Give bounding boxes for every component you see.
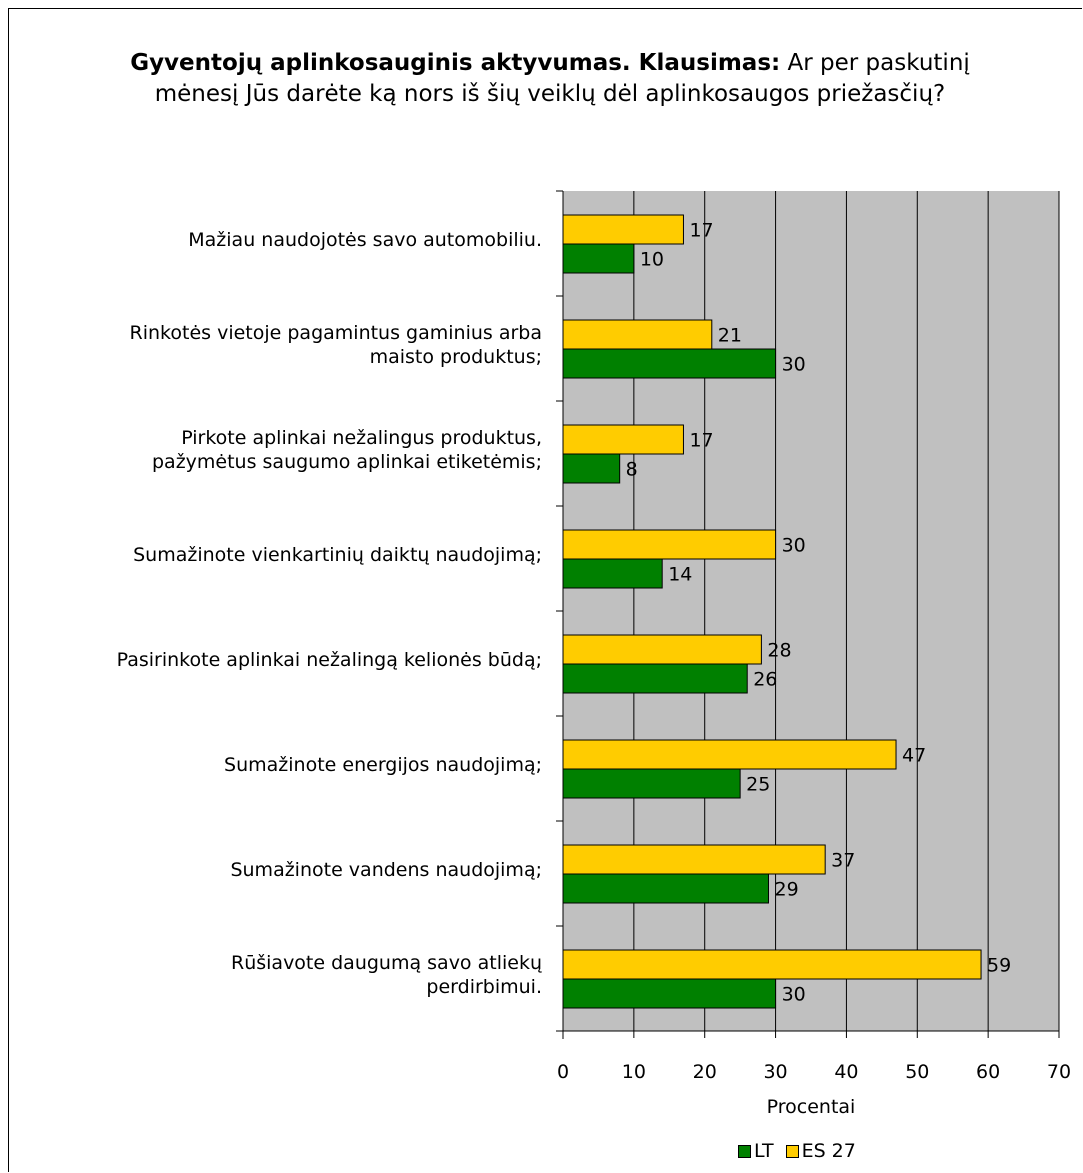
data-label-lt: 30 bbox=[782, 984, 806, 1006]
bar-lt bbox=[562, 348, 777, 379]
legend-label-lt: LT bbox=[754, 1140, 774, 1162]
bar-es bbox=[562, 634, 762, 665]
data-label-es: 17 bbox=[689, 220, 713, 242]
data-label-es: 21 bbox=[718, 325, 742, 347]
chart-title-bold: Gyventojų aplinkosauginis aktyvumas. Kla… bbox=[130, 50, 781, 76]
category-label-line: Rūšiavote daugumą savo atliekų bbox=[231, 951, 542, 974]
chart-title-rest: Ar per paskutinį mėnesį Jūs darėte ką no… bbox=[154, 50, 970, 107]
bar-es bbox=[562, 949, 982, 980]
category-label-line: Rinkotės vietoje pagamintus gaminius arb… bbox=[129, 321, 542, 344]
data-label-lt: 30 bbox=[782, 354, 806, 376]
data-label-es: 59 bbox=[987, 955, 1011, 977]
data-label-lt: 26 bbox=[753, 669, 777, 691]
bar-lt bbox=[562, 873, 769, 904]
bar-lt bbox=[562, 663, 748, 694]
bar-lt bbox=[562, 453, 621, 484]
x-tick-label: 40 bbox=[834, 1061, 859, 1083]
bar-es bbox=[562, 319, 713, 350]
x-tick-label: 50 bbox=[905, 1061, 930, 1083]
category-label-line: maisto produktus; bbox=[369, 345, 542, 368]
category-label-line: Sumažinote vienkartinių daiktų naudojimą… bbox=[133, 543, 542, 566]
plot-area bbox=[563, 191, 1059, 1031]
x-tick-label: 30 bbox=[763, 1061, 788, 1083]
legend-item-lt: LT bbox=[738, 1140, 774, 1162]
data-label-lt: 25 bbox=[746, 774, 770, 796]
legend-item-es: ES 27 bbox=[785, 1140, 856, 1162]
bar-lt bbox=[562, 243, 635, 274]
chart-title: Gyventojų aplinkosauginis aktyvumas. Kla… bbox=[120, 48, 980, 110]
bar-es bbox=[562, 739, 897, 770]
bar-es bbox=[562, 424, 684, 455]
x-tick-label: 70 bbox=[1046, 1061, 1072, 1083]
category-label: Sumažinote vienkartinių daiktų naudojimą… bbox=[2, 543, 542, 567]
data-label-es: 30 bbox=[782, 535, 806, 557]
x-tick-label: 60 bbox=[976, 1061, 1001, 1083]
x-tick-label: 10 bbox=[621, 1061, 646, 1083]
x-tick-label: 20 bbox=[692, 1061, 717, 1083]
bar-lt bbox=[562, 558, 663, 589]
legend: LT ES 27 bbox=[738, 1140, 864, 1162]
category-label: Rūšiavote daugumą savo atliekų perdirbimu… bbox=[2, 951, 542, 999]
bar-lt bbox=[562, 768, 741, 799]
legend-swatch-es bbox=[785, 1144, 799, 1158]
data-label-es: 37 bbox=[831, 850, 855, 872]
category-label: Pasirinkote aplinkai nežalingą kelionės … bbox=[2, 648, 542, 672]
category-label: Sumažinote energijos naudojimą; bbox=[2, 753, 542, 777]
data-label-lt: 10 bbox=[640, 249, 664, 271]
category-label-line: perdirbimui. bbox=[426, 975, 542, 998]
x-tick-label: 0 bbox=[556, 1061, 570, 1083]
category-label-line: Sumažinote energijos naudojimą; bbox=[224, 753, 542, 776]
data-label-lt: 8 bbox=[626, 459, 638, 481]
category-label: Sumažinote vandens naudojimą; bbox=[2, 858, 542, 882]
bar-es bbox=[562, 214, 684, 245]
category-label-line: pažymėtus saugumo aplinkai etiketėmis; bbox=[151, 450, 542, 473]
x-axis-label: Procentai bbox=[766, 1096, 856, 1118]
category-label-line: Mažiau naudojotės savo automobiliu. bbox=[188, 228, 542, 251]
category-label: Mažiau naudojotės savo automobiliu. bbox=[2, 228, 542, 252]
bar-es bbox=[562, 844, 826, 875]
legend-swatch-lt bbox=[738, 1144, 751, 1158]
data-label-lt: 14 bbox=[668, 564, 692, 586]
legend-label-es: ES 27 bbox=[801, 1140, 856, 1162]
bar-es bbox=[562, 529, 777, 560]
data-label-lt: 29 bbox=[774, 879, 798, 901]
category-label: Rinkotės vietoje pagamintus gaminius arb… bbox=[2, 321, 542, 369]
category-label-line: Sumažinote vandens naudojimą; bbox=[230, 858, 542, 881]
bar-lt bbox=[562, 978, 777, 1009]
category-label-line: Pirkote aplinkai nežalingus produktus, bbox=[181, 426, 542, 449]
category-label: Pirkote aplinkai nežalingus produktus, pa… bbox=[2, 426, 542, 474]
category-label-line: Pasirinkote aplinkai nežalingą kelionės … bbox=[116, 648, 542, 671]
data-label-es: 28 bbox=[767, 640, 791, 662]
data-label-es: 17 bbox=[689, 430, 713, 452]
data-label-es: 47 bbox=[902, 745, 926, 767]
